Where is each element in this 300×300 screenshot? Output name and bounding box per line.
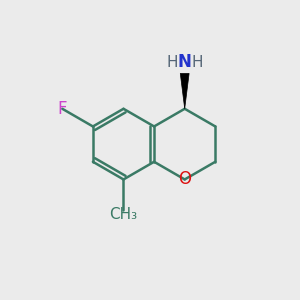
Polygon shape <box>180 74 189 109</box>
Text: CH₃: CH₃ <box>110 207 138 222</box>
Text: H: H <box>191 55 203 70</box>
Text: O: O <box>178 170 191 188</box>
Text: H: H <box>167 55 178 70</box>
Text: N: N <box>178 53 192 71</box>
Text: F: F <box>58 100 67 118</box>
